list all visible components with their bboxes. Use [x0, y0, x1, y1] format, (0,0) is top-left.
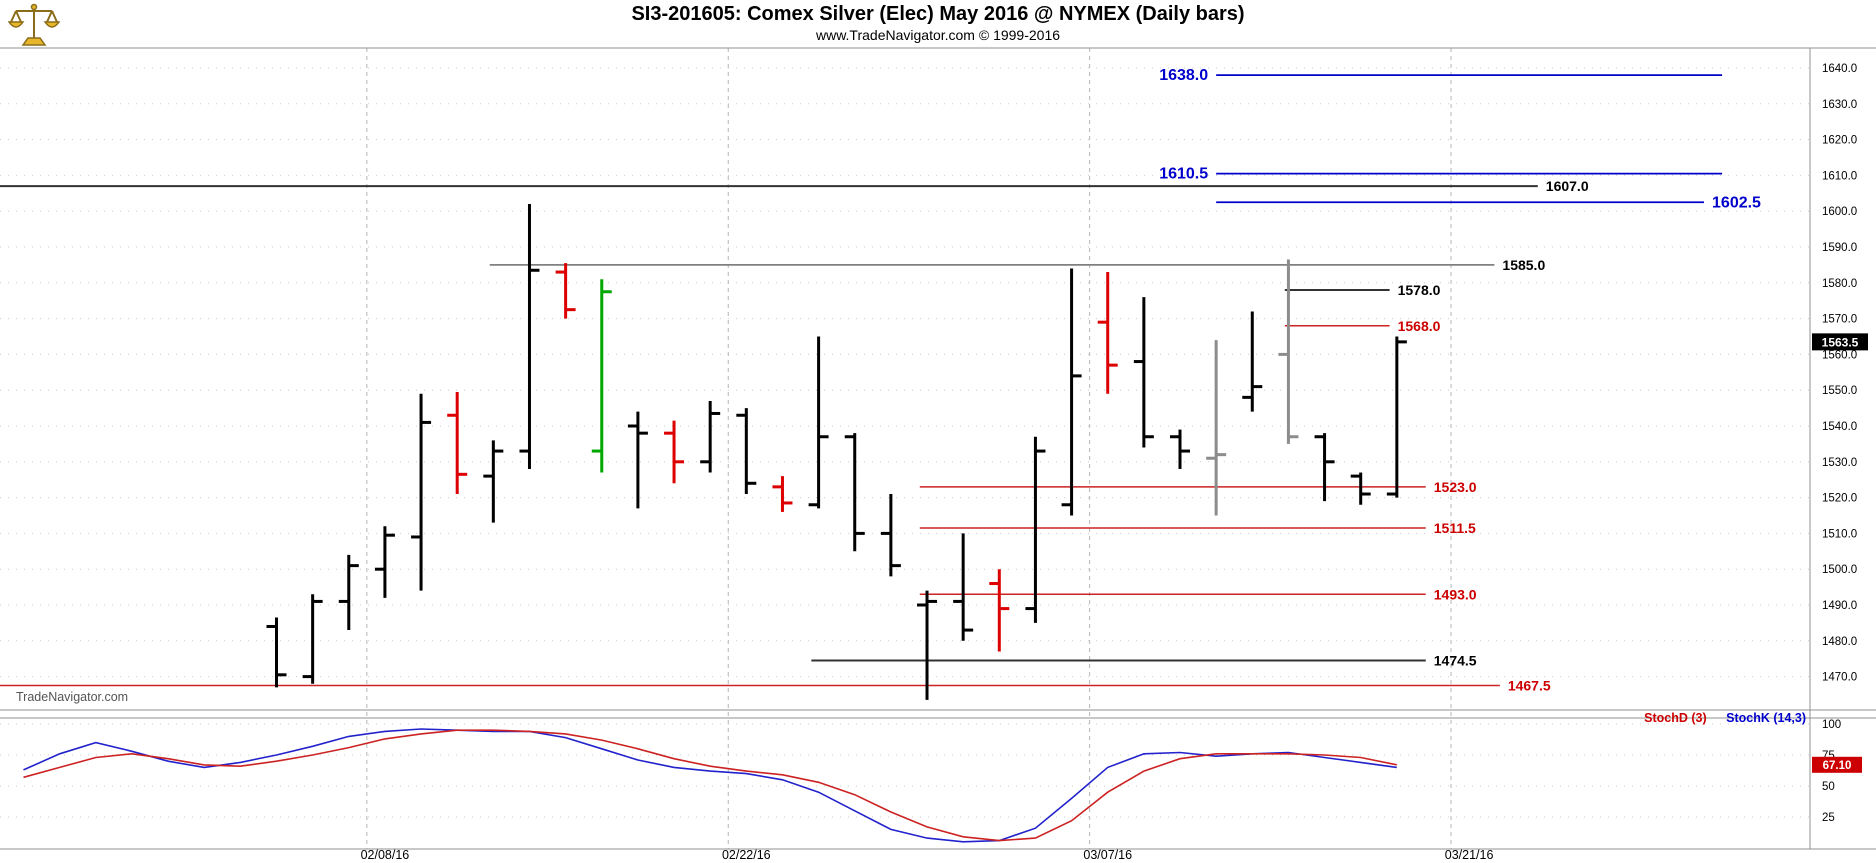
price-axis-label: 1490.0: [1822, 600, 1857, 612]
price-axis-label: 1540.0: [1822, 421, 1857, 433]
price-bar: [627, 411, 648, 509]
watermark: TradeNavigator.com: [16, 690, 128, 704]
gold-scales-logo: [8, 3, 60, 46]
price-bar: [880, 494, 901, 577]
stochk-legend[interactable]: StochK (14,3): [1726, 711, 1806, 725]
price-axis-label: 1570.0: [1822, 314, 1857, 326]
price-axis-label: 1530.0: [1822, 457, 1857, 469]
chart-subtitle: www.TradeNavigator.com © 1999-2016: [815, 27, 1061, 43]
price-bar: [1386, 336, 1407, 498]
price-axis-label: 1550.0: [1822, 385, 1857, 397]
price-bar: [1242, 311, 1263, 412]
price-axis-label: 1640.0: [1822, 63, 1857, 75]
price-bar: [1097, 272, 1118, 394]
level-label[interactable]: 1568.0: [1398, 318, 1441, 334]
price-bar: [483, 440, 504, 523]
price-bar: [1206, 340, 1227, 516]
price-axis-label: 1500.0: [1822, 564, 1857, 576]
last-price-value: 1563.5: [1822, 335, 1859, 349]
level-label[interactable]: 1523.0: [1434, 479, 1477, 495]
level-label[interactable]: 1610.5: [1159, 166, 1208, 183]
price-axis-label: 1610.0: [1822, 170, 1857, 182]
price-bar: [1061, 268, 1082, 516]
price-bar: [411, 393, 432, 591]
last-price-badge: [1812, 333, 1868, 351]
indicator-legend: StochD (3) StochK (14,3): [1644, 711, 1806, 725]
price-axis-label: 1520.0: [1822, 493, 1857, 505]
price-axis-label: 1560.0: [1822, 349, 1857, 361]
price-axis-label: 1620.0: [1822, 135, 1857, 147]
price-bar: [953, 533, 974, 641]
price-axis-label: 1590.0: [1822, 242, 1857, 254]
price-bar: [700, 400, 721, 473]
price-bar: [555, 263, 576, 319]
price-bar: [664, 420, 685, 484]
level-label[interactable]: 1602.5: [1712, 194, 1761, 211]
stochk-line: [23, 728, 1397, 843]
x-axis-label: 03/07/16: [1083, 848, 1132, 862]
stoch-value-text: 67.10: [1823, 760, 1852, 772]
price-bar: [1350, 472, 1371, 505]
stoch-axis-label: 50: [1822, 781, 1835, 793]
price-bar: [1314, 433, 1335, 502]
level-label[interactable]: 1467.5: [1508, 678, 1551, 694]
x-axis-label: 03/21/16: [1445, 848, 1494, 862]
price-bar: [374, 526, 395, 598]
price-bar: [772, 476, 793, 512]
price-bar: [338, 554, 359, 631]
price-bar: [1170, 429, 1190, 469]
level-label[interactable]: 1511.5: [1434, 520, 1476, 536]
stochd-legend[interactable]: StochD (3): [1644, 711, 1707, 725]
price-axis-label: 1510.0: [1822, 528, 1857, 540]
level-label[interactable]: 1578.0: [1398, 282, 1441, 298]
x-axis-label: 02/22/16: [722, 848, 771, 862]
price-bar: [591, 279, 612, 473]
price-axis-label: 1480.0: [1822, 636, 1857, 648]
price-bar: [302, 594, 323, 684]
price-bar: [519, 204, 540, 469]
level-label[interactable]: 1585.0: [1502, 257, 1545, 273]
stoch-value-badge: [1812, 756, 1862, 773]
price-bar: [1025, 436, 1046, 623]
price-bar: [736, 408, 757, 495]
price-bar: [989, 569, 1010, 652]
price-bar: [1133, 297, 1154, 448]
stoch-axis-label: 100: [1822, 719, 1841, 731]
chart-title: SI3-201605: Comex Silver (Elec) May 2016…: [631, 3, 1245, 25]
level-label[interactable]: 1607.0: [1546, 178, 1589, 194]
level-label[interactable]: 1638.0: [1159, 67, 1208, 84]
stoch-axis-label: 25: [1822, 812, 1835, 824]
price-axis-label: 1580.0: [1822, 278, 1857, 290]
price-axis-label: 1600.0: [1822, 206, 1857, 218]
price-bar: [447, 391, 468, 495]
price-axis-label: 1630.0: [1822, 99, 1857, 111]
price-bar: [917, 590, 938, 700]
price-bar: [266, 617, 287, 688]
stochd-line: [23, 729, 1397, 842]
x-axis-label: 02/08/16: [361, 848, 410, 862]
price-bar: [844, 433, 865, 552]
price-bar: [808, 336, 829, 509]
level-label[interactable]: 1493.0: [1434, 586, 1477, 602]
level-label[interactable]: 1474.5: [1434, 652, 1477, 668]
price-axis-label: 1470.0: [1822, 672, 1857, 684]
price-bar: [1278, 259, 1299, 444]
